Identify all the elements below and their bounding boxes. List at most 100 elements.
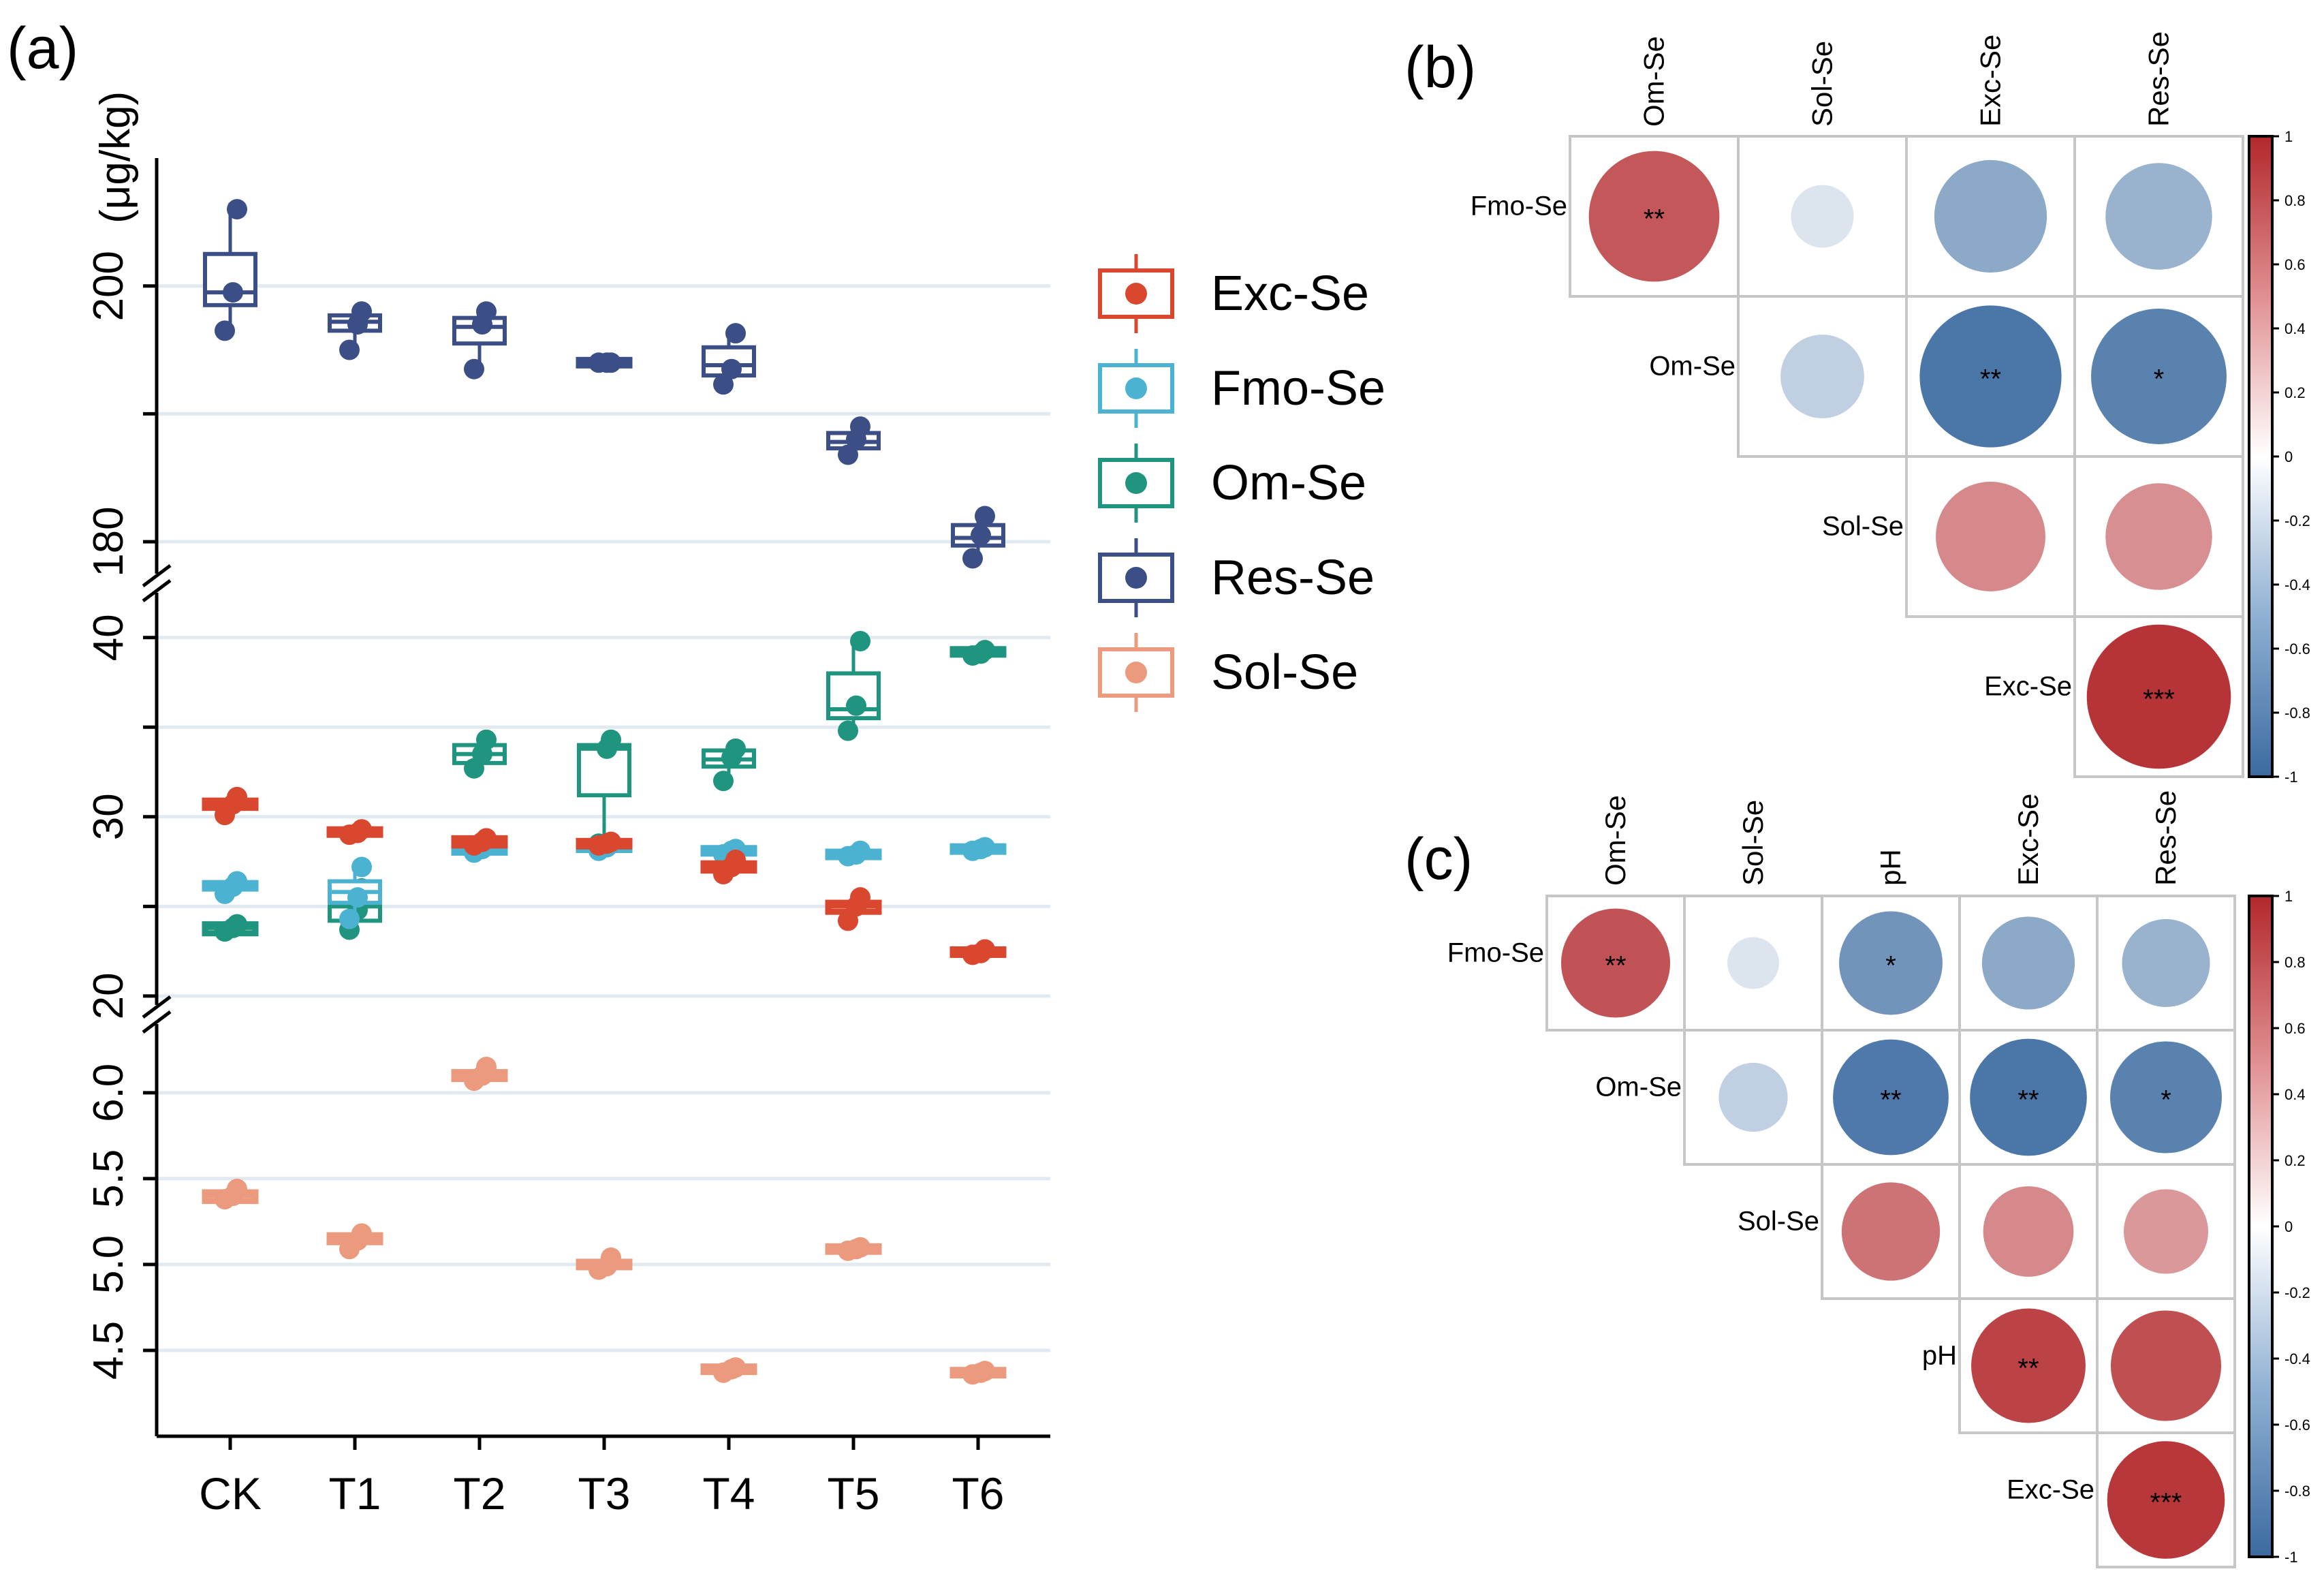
- correlation-cell: [2096, 1297, 2236, 1434]
- correlation-circle: [1780, 335, 1864, 418]
- correlation-circle: [1718, 1062, 1788, 1132]
- data-point: [601, 831, 621, 852]
- correlation-circle: [2123, 1189, 2209, 1274]
- data-point: [601, 729, 621, 750]
- data-point: [721, 358, 742, 379]
- data-point: [725, 849, 746, 870]
- data-point: [347, 887, 368, 908]
- colorbar-tick-label: 0.4: [2284, 1086, 2306, 1103]
- correlation-circle: [1727, 937, 1779, 989]
- y-tick-label: 40: [85, 614, 132, 661]
- panel-a-label: (a): [7, 16, 78, 81]
- data-point: [601, 1247, 621, 1268]
- correlation-cell: **: [1958, 1029, 2099, 1166]
- correlation-cell: [1737, 135, 1908, 298]
- legend-marker: [1125, 662, 1147, 683]
- correlation-circle: [2091, 309, 2227, 444]
- data-point: [975, 837, 995, 858]
- correlation-circle: [1983, 1186, 2074, 1277]
- data-point: [476, 828, 497, 849]
- row-label: Sol-Se: [1738, 1207, 1819, 1237]
- y-tick-label: 30: [85, 793, 132, 840]
- colorbar-gradient: [2248, 135, 2274, 778]
- row-label: Fmo-Se: [1471, 191, 1567, 221]
- row-label: Om-Se: [1595, 1072, 1682, 1102]
- colorbar-tick-label: 1: [2284, 128, 2293, 145]
- legend-item-res-se: Res-Se: [1098, 538, 1375, 617]
- x-tick-label: CK: [199, 1468, 262, 1519]
- correlation-cell: [1958, 1163, 2099, 1300]
- column-label: pH: [1874, 849, 1906, 886]
- correlation-cell: **: [1569, 135, 1740, 298]
- data-point: [725, 1357, 746, 1378]
- correlation-circle: [1934, 159, 2047, 273]
- significance-label: **: [1980, 365, 2001, 394]
- colorbar-tick-label: 0.4: [2284, 320, 2306, 337]
- correlation-circle: [1841, 1182, 1941, 1281]
- panel-b-correlation-grid: Om-Se Sol-Se Exc-Se Res-Se**Fmo-Se** *Om-SeS…: [1471, 31, 2244, 778]
- legend-marker: [1125, 472, 1147, 494]
- correlation-cell: [2096, 895, 2236, 1032]
- correlation-cell: [1821, 1163, 1961, 1300]
- row-label: Exc-Se: [1984, 672, 2072, 702]
- colorbar-tick-label: -0.6: [2284, 640, 2310, 657]
- panel-b-label: (b): [1404, 35, 1476, 100]
- correlation-circle: [1971, 1308, 2086, 1423]
- colorbar-tick-label: 0.8: [2284, 192, 2306, 209]
- x-tick-label: T4: [702, 1468, 755, 1519]
- significance-label: **: [1644, 204, 1665, 234]
- data-point: [838, 720, 858, 741]
- data-point: [476, 729, 497, 750]
- correlation-cell: **: [1958, 1297, 2099, 1434]
- significance-label: *: [2161, 1085, 2171, 1115]
- data-point: [725, 738, 746, 759]
- panel-c-correlation-grid: Om-Se Sol-Se pH Exc-Se Res-Se** *Fmo-Se** ** *O…: [1447, 790, 2236, 1568]
- significance-label: **: [1880, 1085, 1901, 1115]
- series-sol-se: [202, 1057, 1007, 1385]
- panel-c-label: (c): [1404, 826, 1473, 892]
- correlation-cell: [1737, 295, 1908, 458]
- panel-a-boxes: [202, 199, 1007, 1385]
- significance-label: **: [2017, 1354, 2039, 1384]
- legend-item-om-se: Om-Se: [1098, 444, 1366, 523]
- data-point: [713, 374, 734, 395]
- data-point: [227, 199, 247, 220]
- correlation-cell: [1683, 895, 1823, 1032]
- correlation-cell: **: [1905, 295, 2076, 458]
- data-point: [975, 506, 995, 527]
- data-point: [339, 908, 360, 929]
- significance-label: **: [1605, 951, 1626, 981]
- correlation-circle: [1839, 911, 1943, 1015]
- correlation-cell: [1958, 895, 2099, 1032]
- column-label: Om-Se: [1638, 36, 1670, 127]
- data-point: [971, 525, 991, 546]
- correlation-cell: ***: [2073, 615, 2244, 778]
- colorbar-gradient: [2248, 895, 2274, 1558]
- panel-b: (b) Om-Se Sol-Se Exc-Se Res-Se**Fmo-Se** *Om…: [1404, 31, 2310, 786]
- correlation-circle: [1936, 482, 2045, 591]
- data-point: [975, 939, 995, 960]
- series-exc-se: [202, 786, 1007, 965]
- panel-b-colorbar: 1 0.8 0.6 0.4 0.2 0 -0.2 -0.4 -0.6 -0.8 -1: [2248, 128, 2310, 786]
- data-point: [351, 856, 372, 878]
- x-tick-label: T5: [827, 1468, 879, 1519]
- panel-a: (a) 180 200 20 30 40 4.5 5.0 5.5 6.0 (μg/kg) CK T…: [7, 16, 1385, 1519]
- colorbar-tick-label: 1: [2284, 888, 2293, 905]
- axis-break-mark-upper: [142, 564, 172, 602]
- colorbar-tick-label: -0.2: [2284, 512, 2310, 529]
- x-tick-label: T2: [453, 1468, 505, 1519]
- data-point: [351, 1223, 372, 1244]
- colorbar-tick-label: -0.8: [2284, 1483, 2310, 1500]
- legend-label: Om-Se: [1211, 456, 1366, 510]
- legend-label: Exc-Se: [1211, 266, 1369, 321]
- correlation-circle: [1588, 151, 1720, 282]
- y-tick-label: 180: [85, 506, 132, 576]
- correlation-cell: [1905, 135, 2076, 298]
- correlation-circle: [1919, 305, 2062, 448]
- data-point: [227, 786, 247, 807]
- legend-label: Res-Se: [1211, 551, 1375, 605]
- data-point: [962, 548, 983, 569]
- data-point: [215, 320, 235, 341]
- row-label: Sol-Se: [1822, 512, 1904, 542]
- correlation-circle: [1970, 1038, 2087, 1156]
